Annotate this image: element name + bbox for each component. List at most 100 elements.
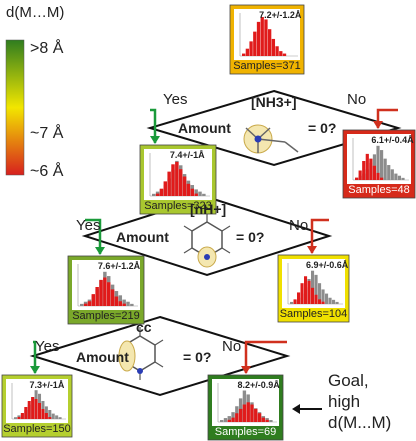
histogram-bar-reference (48, 410, 52, 419)
histogram-bar-reference (318, 283, 322, 304)
histogram-bar-subset (257, 413, 262, 422)
histogram-bar-reference (383, 158, 387, 180)
histogram-bar-reference (394, 173, 398, 180)
histogram-bar-subset (369, 158, 373, 180)
histogram-bar-subset (91, 294, 96, 306)
histogram-bar-reference (126, 301, 130, 306)
histogram-bar-reference (269, 420, 273, 422)
histogram-bar-subset (20, 413, 24, 419)
histogram-bar-subset (307, 280, 311, 304)
histogram-bar-subset (242, 53, 246, 56)
histogram-bar-subset (235, 413, 239, 422)
histogram-bar-reference (401, 177, 405, 180)
histogram-bar-subset (114, 296, 119, 306)
histogram-bar-subset (376, 172, 380, 180)
histogram-bar-subset (27, 401, 31, 419)
decision-2-yes-label: Yes (76, 217, 101, 234)
histogram-bar-reference (220, 420, 224, 422)
node-1-samples: Samples=371 (233, 60, 301, 72)
goal-arrow-head (292, 404, 300, 414)
histogram-bar-subset (231, 417, 235, 422)
goal-line-2: high (328, 392, 361, 411)
histogram-node-2 (139, 144, 217, 215)
histogram-bar-subset (311, 287, 315, 304)
histogram-bar-reference (314, 274, 318, 304)
histogram-bar-subset (24, 407, 28, 419)
histogram-node-6 (1, 374, 73, 438)
histogram-bar-reference (44, 406, 48, 419)
histogram-bar-subset (245, 48, 250, 56)
decision-1-no-label: No (347, 91, 367, 108)
branch-arrow-no-1 (373, 108, 398, 129)
node-2-samples: Samples=323 (144, 200, 212, 212)
histogram-bar-reference (122, 299, 126, 306)
node-5-samples: Samples=104 (279, 308, 348, 320)
legend-color-bar (5, 39, 25, 176)
histogram-bar-subset (304, 276, 308, 304)
branch-arrow-yes-3 (30, 340, 40, 374)
decision-diamond-2 (81, 195, 333, 277)
histogram-bar-reference (202, 193, 206, 196)
legend-tick-mid: ~7 Å (30, 125, 64, 142)
histogram-bar-reference (380, 150, 384, 180)
histogram-bar-subset (275, 46, 279, 56)
decision-2-feature: [nH+] (190, 201, 227, 217)
node-4-stat: 7.6+/-1.2Å (97, 261, 141, 271)
histogram-bar-subset (264, 19, 268, 56)
histogram-bar-subset (171, 164, 175, 196)
histogram-bar-reference (55, 415, 59, 419)
decision-3-no-label: No (222, 338, 242, 355)
goal-line-1: Goal, (328, 371, 369, 390)
histogram-bar-reference (397, 175, 402, 180)
histogram-bar-subset (31, 397, 35, 419)
histogram-bar-subset (365, 153, 369, 180)
histogram-bar-subset (182, 176, 187, 196)
histogram-bar-reference (80, 303, 84, 306)
histogram-bar-subset (300, 283, 304, 304)
histogram-bar-subset (254, 408, 258, 422)
decision-3-amount: Amount (76, 349, 129, 365)
histogram-bar-subset (238, 408, 243, 422)
histogram-bar-reference (325, 293, 329, 304)
histogram-node-7 (207, 374, 284, 441)
histogram-bar-subset (175, 161, 179, 196)
histogram-bar-subset (380, 177, 384, 180)
node-3-stat: 6.1+/-0.4Å (371, 135, 414, 145)
node-7-samples: Samples=69 (214, 426, 277, 438)
legend-title: d(M…M) (6, 4, 65, 21)
decision-1-yes-label: Yes (163, 91, 188, 108)
histogram-bar-subset (103, 277, 107, 306)
histogram-bar-reference (332, 299, 336, 304)
histogram-bar-subset (155, 193, 160, 196)
histogram-node-4 (67, 255, 145, 325)
histogram-bar-subset (279, 51, 283, 56)
histogram-bar-subset (110, 289, 115, 306)
histogram-bar-subset (159, 188, 164, 196)
histogram-bar-subset (227, 419, 231, 422)
legend-tick-low: ~6 Å (30, 163, 64, 180)
histogram-bar-reference (321, 289, 325, 304)
node-7-stat: 8.2+/-0.9Å (237, 380, 280, 390)
goal-line-3: d(M...M) (328, 413, 392, 432)
histogram-bar-reference (311, 270, 315, 304)
decision-1-amount: Amount (178, 120, 231, 136)
histogram-bar-subset (268, 29, 272, 56)
decision-2-amount: Amount (116, 229, 169, 245)
histogram-bar-subset (246, 402, 250, 422)
histogram-bar-subset (293, 299, 297, 304)
molecule-pyridinium-icon (183, 213, 231, 268)
histogram-bar-reference (194, 189, 198, 196)
histogram-bar-reference (58, 417, 62, 419)
histogram-bar-subset (34, 399, 38, 419)
histogram-bar-subset (107, 282, 111, 306)
histogram-bar-subset (163, 181, 168, 196)
histogram-bar-subset (44, 413, 48, 419)
branch-arrow-yes-2 (85, 218, 105, 255)
histogram-bar-reference (335, 301, 339, 304)
histogram-bar-reference (223, 418, 228, 422)
histogram-bar-reference (290, 301, 294, 304)
histogram-bar-subset (314, 294, 318, 304)
histogram-bar-subset (186, 183, 191, 196)
histogram-bar-subset (99, 279, 103, 306)
